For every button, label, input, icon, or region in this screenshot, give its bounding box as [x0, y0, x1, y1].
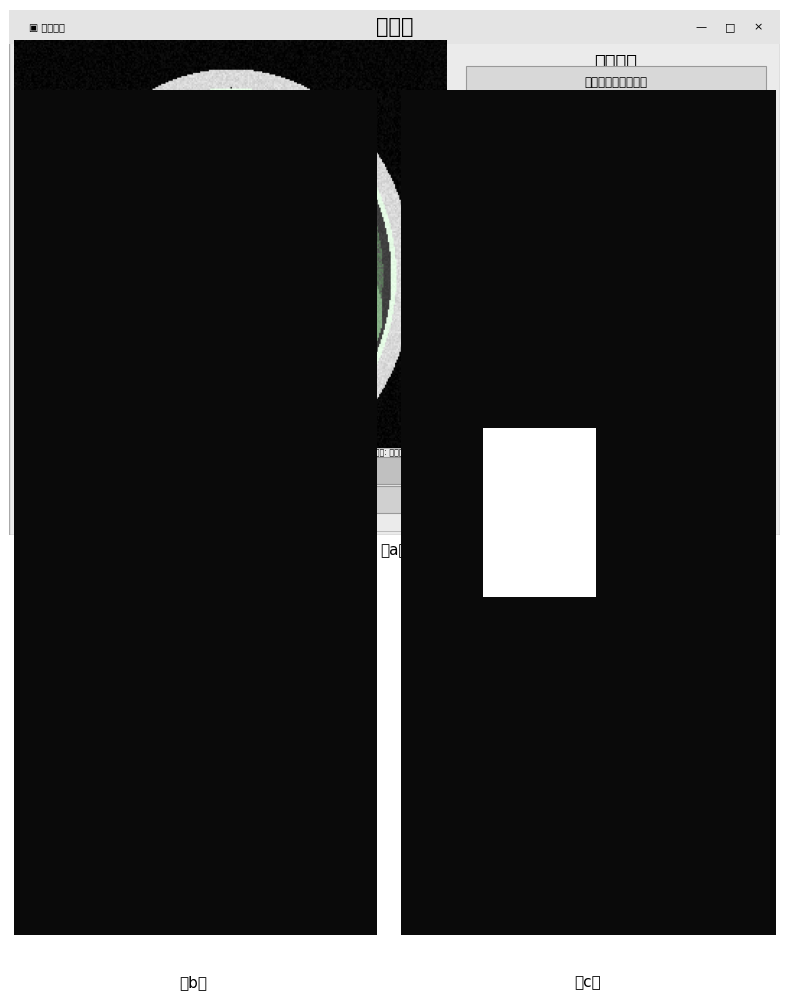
Text: 第一步: 画框标记(若无可跳过): 第一步: 画框标记(若无可跳过): [19, 449, 87, 458]
Bar: [21, 516, 129, 543]
Text: 成: 成: [475, 386, 481, 395]
Bar: [514, 478, 641, 503]
Text: ▣ 标注工具: ▣ 标注工具: [28, 22, 65, 32]
Bar: [275, 486, 356, 513]
Text: 当前文件(当前第46/共: 当前文件(当前第46/共: [475, 228, 533, 237]
Text: 图片类型: 正常  本文件夹已完: 图片类型: 正常 本文件夹已完: [475, 367, 548, 376]
Text: 画框1(W)黄红: 画框1(W)黄红: [54, 466, 96, 475]
Bar: [372, 457, 499, 484]
Bar: [144, 448, 360, 530]
Bar: [275, 457, 356, 484]
Bar: [514, 506, 641, 530]
Text: 上一张(上箭头): 上一张(上箭头): [558, 458, 597, 467]
Text: 本软件: 本软件: [376, 17, 413, 37]
Text: 撤销(BackSpace): 撤销(BackSpace): [41, 525, 109, 534]
Text: 第二步: 整图属性: 第二步: 整图属性: [147, 449, 185, 458]
Text: □: □: [725, 22, 735, 32]
Text: 第三步: 文件夹标注完毕: 第三步: 文件夹标注完毕: [370, 449, 422, 458]
Text: 病变类型1(S): 病变类型1(S): [188, 495, 228, 504]
Text: 下一张(下箭头): 下一张(下箭头): [558, 486, 597, 495]
Text: （a）: （a）: [380, 543, 409, 558]
Text: 标注工具: 标注工具: [594, 54, 638, 72]
Bar: [122, 261, 218, 334]
Text: 正常区域(R): 正常区域(R): [298, 466, 333, 475]
Text: 全部标注完毕(Enter): 全部标注完毕(Enter): [403, 466, 467, 475]
Text: 004.0046.2019.12.23.18.39.57.: 004.0046.2019.12.23.18.39.57.: [475, 296, 611, 305]
Bar: [466, 101, 766, 219]
Text: （b）: （b）: [179, 975, 208, 990]
Text: 116)：LIU_CHAO.CT.HEAD_A_: 116)：LIU_CHAO.CT.HEAD_A_: [475, 251, 597, 260]
Text: 训练标签掩膜: 训练标签掩膜: [540, 576, 596, 591]
Text: 画框2(Q)蓝黑: 画框2(Q)蓝黑: [54, 495, 95, 504]
Text: 训练样本输入: 训练样本输入: [154, 576, 209, 591]
Text: 467989.788719116.IMA: 467989.788719116.IMA: [475, 318, 578, 327]
Bar: [21, 457, 129, 484]
Bar: [21, 486, 129, 513]
Text: 其他功能: 其他功能: [466, 447, 491, 457]
Text: 病变类型1+2(E): 病变类型1+2(E): [181, 466, 234, 475]
Text: 五官科标注\DEV\test: 五官科标注\DEV\test: [475, 131, 541, 140]
Text: Data\INNEREAR_0_6_H70H_: Data\INNEREAR_0_6_H70H_: [475, 154, 596, 163]
Bar: [148, 486, 267, 513]
Bar: [466, 364, 766, 440]
Bar: [9, 10, 780, 44]
Text: 选择图片所在文件夹: 选择图片所在文件夹: [585, 76, 647, 89]
Bar: [372, 486, 499, 513]
Text: （c）: （c）: [574, 975, 601, 990]
Bar: [466, 66, 766, 99]
Text: 放大视图(T): 放大视图(T): [560, 514, 594, 523]
Bar: [514, 450, 641, 475]
Text: —: —: [695, 22, 706, 32]
Text: 全部标注撤销(=): 全部标注撤销(=): [412, 495, 458, 504]
Text: ×: ×: [753, 22, 763, 32]
Text: 病变类型2(D): 病变类型2(D): [295, 495, 336, 504]
Text: INNEREAR_QUICK_(ADULT).0: INNEREAR_QUICK_(ADULT).0: [475, 273, 598, 282]
Bar: [466, 223, 766, 360]
Text: 0004: 0004: [475, 178, 497, 187]
Bar: [148, 457, 267, 484]
Bar: [368, 448, 503, 530]
Text: 输入路径：E:\标注工具\dicom: 输入路径：E:\标注工具\dicom: [475, 107, 562, 116]
Bar: [483, 428, 596, 597]
Bar: [17, 448, 136, 530]
